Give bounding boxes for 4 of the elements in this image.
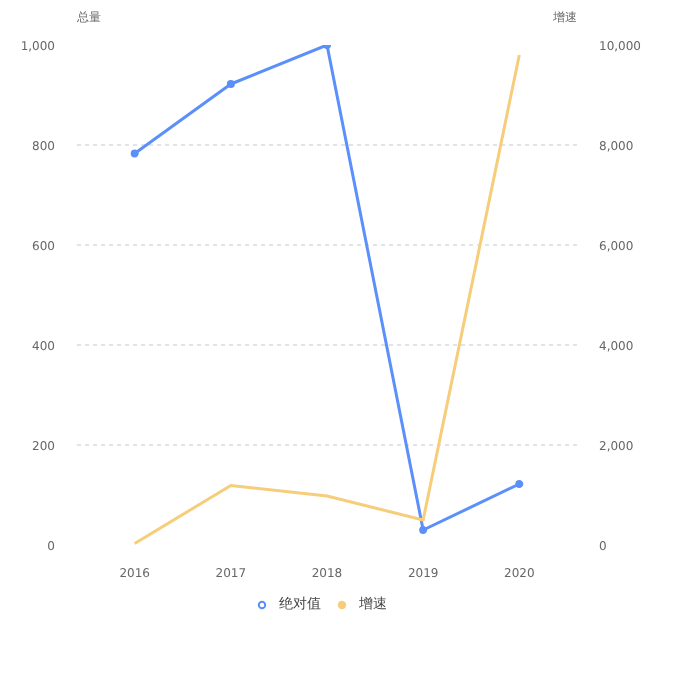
point (419, 526, 428, 534)
point (515, 480, 524, 488)
point (226, 80, 235, 88)
point (130, 149, 139, 158)
